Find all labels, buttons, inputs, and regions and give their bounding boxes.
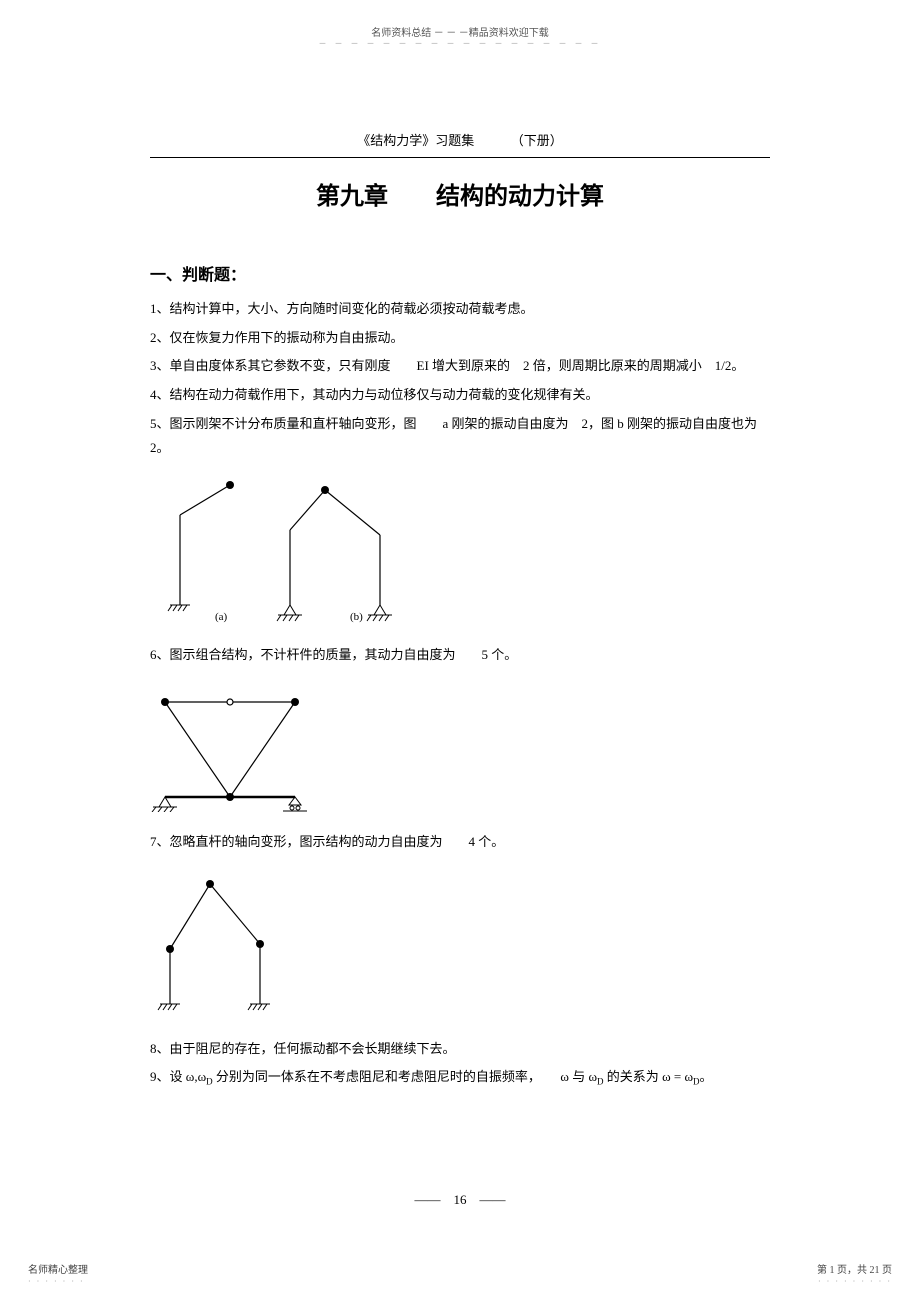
book-title-row: 《结构力学》习题集 （下册） [150,130,770,158]
q9-part2: 分别为同一体系在不考虑阻尼和考虑阻尼时的自振频率， [213,1069,561,1084]
q9-part1: 9、设 [150,1069,186,1084]
diagram-7 [150,869,770,1019]
q9-part5: = [671,1069,685,1084]
mass-node-icon [256,940,264,948]
diagram-6 [150,682,770,812]
footer-right-dots: · · · · · · · · · [818,1277,892,1286]
question-7: 7、忽略直杆的轴向变形，图示结构的动力自由度为 4 个。 [150,830,770,855]
question-8: 8、由于阻尼的存在，任何振动都不会长期继续下去。 [150,1037,770,1062]
diagram-5: (a) [160,475,770,625]
header-note: 名师资料总结 － － －精品资料欢迎下载 [0,24,920,39]
question-3: 3、单自由度体系其它参数不变，只有刚度 EI 增大到原来的 2 倍，则周期比原来… [150,354,770,379]
mass-node-icon [291,698,299,706]
mass-node-icon [226,481,234,489]
book-title-left: 《结构力学》习题集 [357,133,474,148]
omega-symbol: ω [560,1069,569,1084]
chapter-title: 第九章 结构的动力计算 [150,176,770,211]
diagram-5-svg: (a) [160,475,420,625]
footer-left: 名师精心整理 [28,1261,88,1276]
diagram-6-svg [150,682,310,812]
diagram-label-a: (a) [215,611,228,623]
mass-node-icon [206,880,214,888]
diagram-label-b: (b) [350,611,363,623]
omega-symbol: ω [198,1069,207,1084]
q9-part4: 的关系为 [604,1069,663,1084]
q9-part3: 与 [569,1069,589,1084]
main-content: 《结构力学》习题集 （下册） 第九章 结构的动力计算 一、判断题： 1、结构计算… [150,130,770,1095]
header-dots: － － － － － － － － － － － － － － － － － － [0,38,920,49]
omega-symbol: ω [662,1069,671,1084]
question-5: 5、图示刚架不计分布质量和直杆轴向变形，图 a 刚架的振动自由度为 2，图 b … [150,412,770,461]
mass-node-icon [226,793,234,801]
mass-node-icon [321,486,329,494]
question-2: 2、仅在恢复力作用下的振动称为自由振动。 [150,326,770,351]
question-1: 1、结构计算中，大小、方向随时间变化的荷载必须按动荷载考虑。 [150,297,770,322]
q9-part6: 。 [700,1069,713,1084]
footer-left-dots: · · · · · · · [28,1277,85,1286]
mass-node-icon [166,945,174,953]
footer-right: 第 1 页，共 21 页 [817,1261,892,1276]
book-title-right: （下册） [511,133,563,148]
omega-symbol: ω [588,1069,597,1084]
section-title: 一、判断题： [150,261,770,285]
question-6: 6、图示组合结构，不计杆件的质量，其动力自由度为 5 个。 [150,643,770,668]
diagram-7-svg [150,869,290,1019]
mass-node-icon [161,698,169,706]
page-number: —— 16 —— [0,1189,920,1208]
omega-symbol: ω [684,1069,693,1084]
question-9: 9、设 ω,ωD 分别为同一体系在不考虑阻尼和考虑阻尼时的自振频率， ω 与 ω… [150,1065,770,1091]
question-4: 4、结构在动力荷载作用下，其动内力与动位移仅与动力荷载的变化规律有关。 [150,383,770,408]
